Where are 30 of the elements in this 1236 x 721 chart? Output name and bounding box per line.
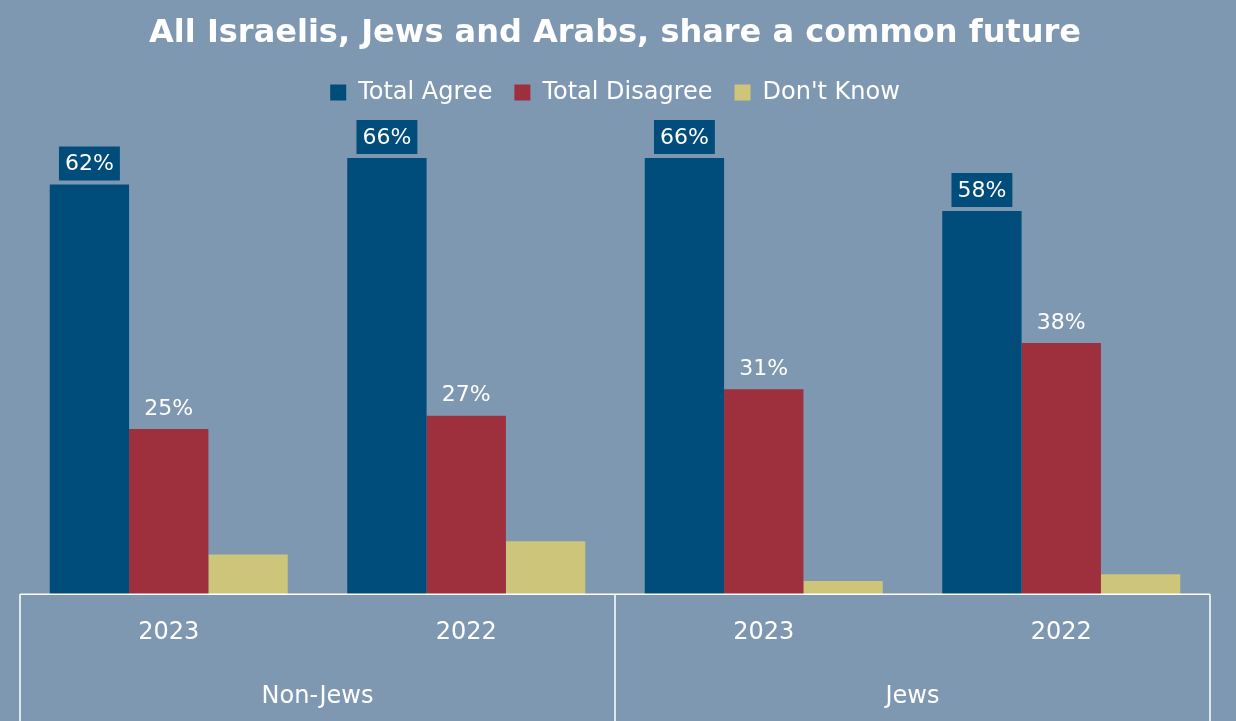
bar: [49, 184, 130, 595]
legend-label: Don't Know: [762, 76, 900, 105]
data-label: 58%: [957, 176, 1007, 202]
x-tick-label: 2022: [1030, 616, 1092, 645]
bar: [129, 428, 209, 595]
bar: [505, 541, 586, 595]
bar: [426, 415, 506, 595]
text: Jews: [883, 681, 940, 710]
data-label: 62%: [64, 150, 114, 176]
x-tick-label: 2023: [138, 616, 200, 645]
x-tick-label: 2022: [435, 616, 497, 645]
bar: [644, 158, 725, 595]
legend-label: Total Agree: [357, 76, 493, 105]
data-label: 38%: [1036, 308, 1086, 334]
data-label: 31%: [739, 355, 789, 381]
bar: [1100, 574, 1181, 595]
data-label: 27%: [441, 381, 491, 407]
data-label: 66%: [659, 123, 709, 149]
bar: [1021, 343, 1101, 595]
bar: [208, 554, 288, 595]
bar: [724, 389, 804, 595]
bar: [347, 158, 427, 595]
data-label: 66%: [362, 123, 412, 149]
legend-label: Total Disagree: [541, 76, 713, 105]
text: Non-Jews: [261, 681, 374, 710]
x-tick-label: 2023: [733, 616, 795, 645]
bar: [942, 210, 1022, 595]
data-label: 25%: [144, 394, 194, 420]
bar: [803, 580, 883, 595]
chart-title: All Israelis, Jews and Arabs, share a common future: [149, 11, 1081, 50]
